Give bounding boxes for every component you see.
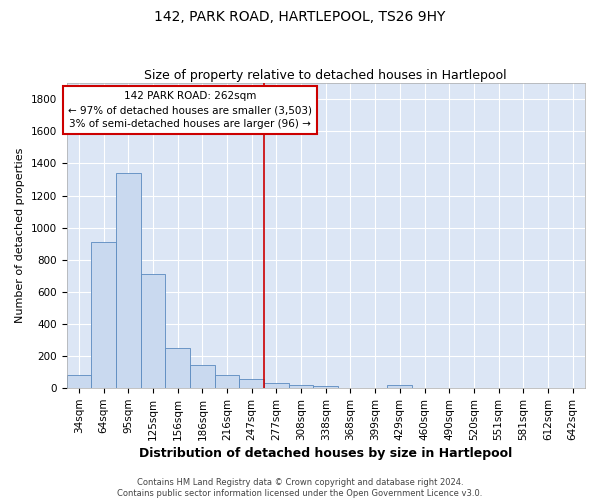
Text: 142, PARK ROAD, HARTLEPOOL, TS26 9HY: 142, PARK ROAD, HARTLEPOOL, TS26 9HY xyxy=(154,10,446,24)
X-axis label: Distribution of detached houses by size in Hartlepool: Distribution of detached houses by size … xyxy=(139,447,512,460)
Bar xyxy=(264,384,289,388)
Bar xyxy=(388,385,412,388)
Bar xyxy=(289,384,313,388)
Text: 142 PARK ROAD: 262sqm
← 97% of detached houses are smaller (3,503)
3% of semi-de: 142 PARK ROAD: 262sqm ← 97% of detached … xyxy=(68,91,312,129)
Bar xyxy=(91,242,116,388)
Bar xyxy=(313,386,338,388)
Bar xyxy=(239,379,264,388)
Y-axis label: Number of detached properties: Number of detached properties xyxy=(15,148,25,324)
Bar xyxy=(67,376,91,388)
Bar xyxy=(190,365,215,388)
Title: Size of property relative to detached houses in Hartlepool: Size of property relative to detached ho… xyxy=(145,69,507,82)
Bar xyxy=(215,376,239,388)
Bar xyxy=(140,274,165,388)
Bar xyxy=(165,348,190,388)
Text: Contains HM Land Registry data © Crown copyright and database right 2024.
Contai: Contains HM Land Registry data © Crown c… xyxy=(118,478,482,498)
Bar xyxy=(116,173,140,388)
